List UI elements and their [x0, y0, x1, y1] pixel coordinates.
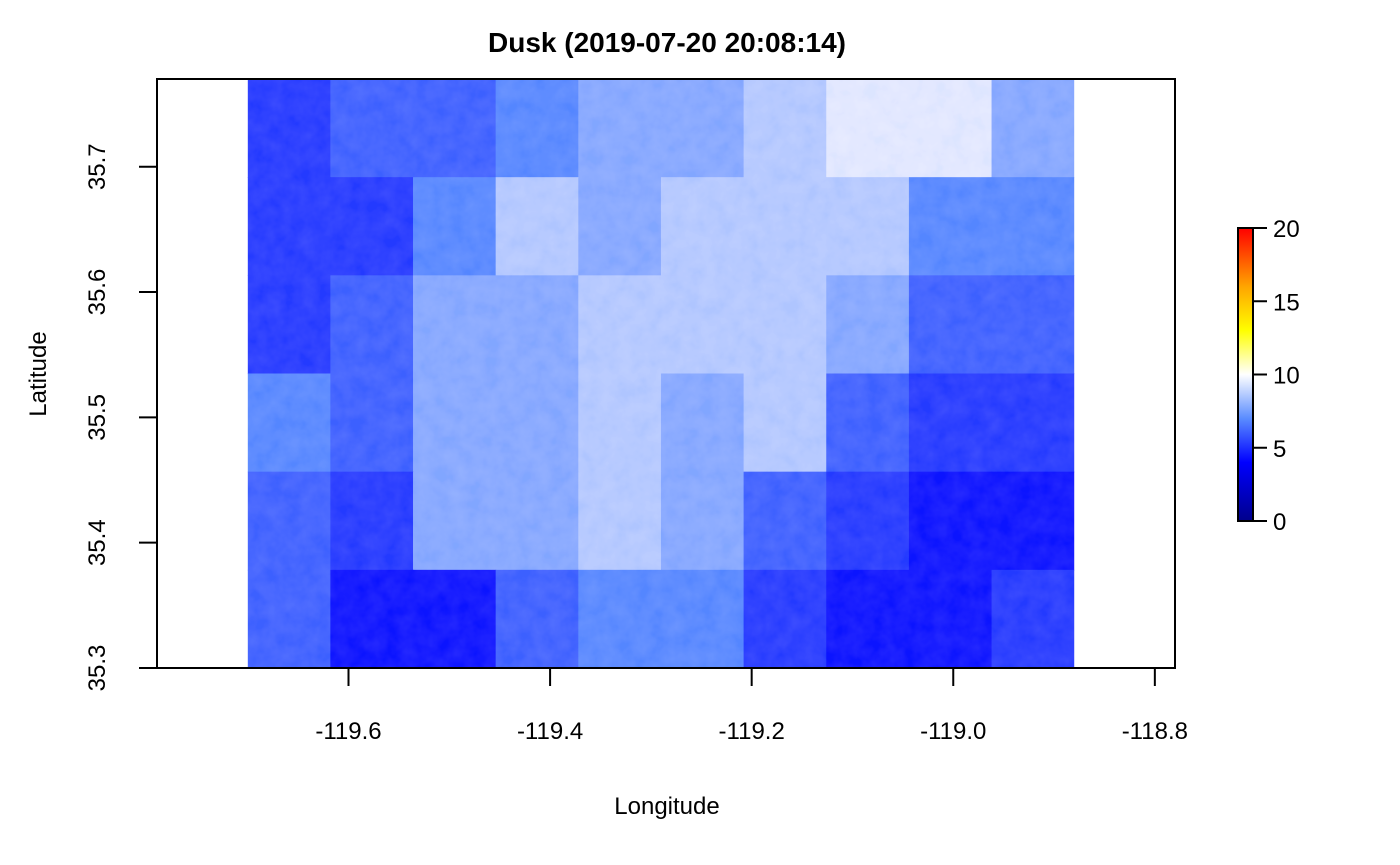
y-tick-label: 35.7 — [84, 143, 111, 190]
x-tick-label: -119.2 — [719, 718, 785, 745]
y-axis-label: Latitude — [25, 331, 52, 416]
x-tick-label: -119.6 — [315, 718, 381, 745]
legend-tick-label: 5 — [1273, 436, 1286, 463]
x-axis-label: Longitude — [614, 793, 719, 820]
heatmap-raster — [247, 79, 1075, 668]
x-tick-label: -119.4 — [517, 718, 583, 745]
x-tick-label: -118.8 — [1122, 718, 1188, 745]
legend-tick-label: 0 — [1273, 509, 1286, 536]
chart-title: Dusk (2019-07-20 20:08:14) — [488, 27, 846, 58]
legend-ticks: 0 5 10 15 20 — [1253, 216, 1300, 536]
raster-texture — [247, 79, 1075, 668]
y-tick-label: 35.3 — [84, 645, 111, 692]
color-legend: 0 5 10 15 20 — [1237, 216, 1300, 536]
y-tick-label: 35.5 — [84, 394, 111, 441]
legend-tick-label: 20 — [1273, 216, 1300, 243]
legend-colorbar — [1237, 227, 1254, 522]
y-axis: 35.3 35.4 35.5 35.6 35.7 — [84, 143, 158, 692]
x-tick-label: -119.0 — [920, 718, 986, 745]
x-axis: -119.6 -119.4 -119.2 -119.0 -118.8 — [315, 667, 1188, 745]
y-tick-label: 35.6 — [84, 269, 111, 316]
legend-tick-label: 10 — [1273, 363, 1300, 390]
y-tick-label: 35.4 — [84, 519, 111, 566]
legend-tick-label: 15 — [1273, 289, 1300, 316]
